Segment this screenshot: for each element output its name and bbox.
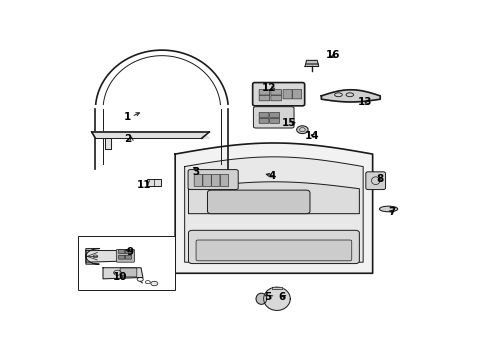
FancyBboxPatch shape xyxy=(259,90,270,95)
FancyBboxPatch shape xyxy=(253,107,294,128)
FancyBboxPatch shape xyxy=(220,174,229,186)
FancyBboxPatch shape xyxy=(189,230,359,264)
FancyBboxPatch shape xyxy=(119,255,124,259)
FancyBboxPatch shape xyxy=(125,255,131,259)
FancyBboxPatch shape xyxy=(188,170,238,190)
FancyBboxPatch shape xyxy=(125,250,131,253)
Polygon shape xyxy=(321,90,380,102)
Text: 12: 12 xyxy=(262,82,276,93)
FancyBboxPatch shape xyxy=(283,90,292,99)
Ellipse shape xyxy=(379,206,398,212)
FancyBboxPatch shape xyxy=(259,112,269,117)
FancyBboxPatch shape xyxy=(259,118,269,123)
FancyBboxPatch shape xyxy=(196,240,352,261)
Ellipse shape xyxy=(151,281,158,286)
FancyBboxPatch shape xyxy=(194,174,202,186)
Ellipse shape xyxy=(297,126,308,134)
Text: 7: 7 xyxy=(388,207,395,217)
Ellipse shape xyxy=(256,293,267,304)
Text: 14: 14 xyxy=(305,131,319,141)
Polygon shape xyxy=(175,143,372,273)
FancyBboxPatch shape xyxy=(271,95,281,101)
FancyBboxPatch shape xyxy=(271,90,281,95)
FancyBboxPatch shape xyxy=(366,172,386,190)
Text: 8: 8 xyxy=(377,174,384,184)
FancyBboxPatch shape xyxy=(253,82,305,106)
Polygon shape xyxy=(272,287,282,289)
FancyBboxPatch shape xyxy=(270,118,280,123)
Polygon shape xyxy=(189,182,359,214)
Text: 13: 13 xyxy=(358,97,372,107)
Polygon shape xyxy=(264,287,290,310)
FancyBboxPatch shape xyxy=(212,174,220,186)
Text: 2: 2 xyxy=(124,134,131,144)
Bar xyxy=(78,237,175,291)
Text: 5: 5 xyxy=(265,292,272,302)
Polygon shape xyxy=(305,60,318,67)
FancyBboxPatch shape xyxy=(293,90,302,99)
Text: 10: 10 xyxy=(113,271,127,282)
Polygon shape xyxy=(92,132,209,138)
Polygon shape xyxy=(86,249,99,264)
FancyBboxPatch shape xyxy=(116,249,135,262)
Polygon shape xyxy=(105,138,111,149)
Text: 6: 6 xyxy=(279,292,286,302)
FancyBboxPatch shape xyxy=(207,190,310,214)
Text: 16: 16 xyxy=(325,50,340,60)
FancyBboxPatch shape xyxy=(203,174,211,186)
Polygon shape xyxy=(185,157,363,262)
Text: 4: 4 xyxy=(269,171,276,181)
Text: 9: 9 xyxy=(126,247,133,257)
FancyBboxPatch shape xyxy=(119,250,124,253)
FancyBboxPatch shape xyxy=(270,112,280,117)
Polygon shape xyxy=(103,268,143,279)
Text: 15: 15 xyxy=(282,118,296,128)
Text: 3: 3 xyxy=(193,167,200,177)
Polygon shape xyxy=(86,251,133,262)
Text: 1: 1 xyxy=(124,112,131,122)
FancyBboxPatch shape xyxy=(120,268,137,277)
Bar xyxy=(147,179,161,186)
Text: 11: 11 xyxy=(137,180,151,190)
FancyBboxPatch shape xyxy=(259,95,270,101)
